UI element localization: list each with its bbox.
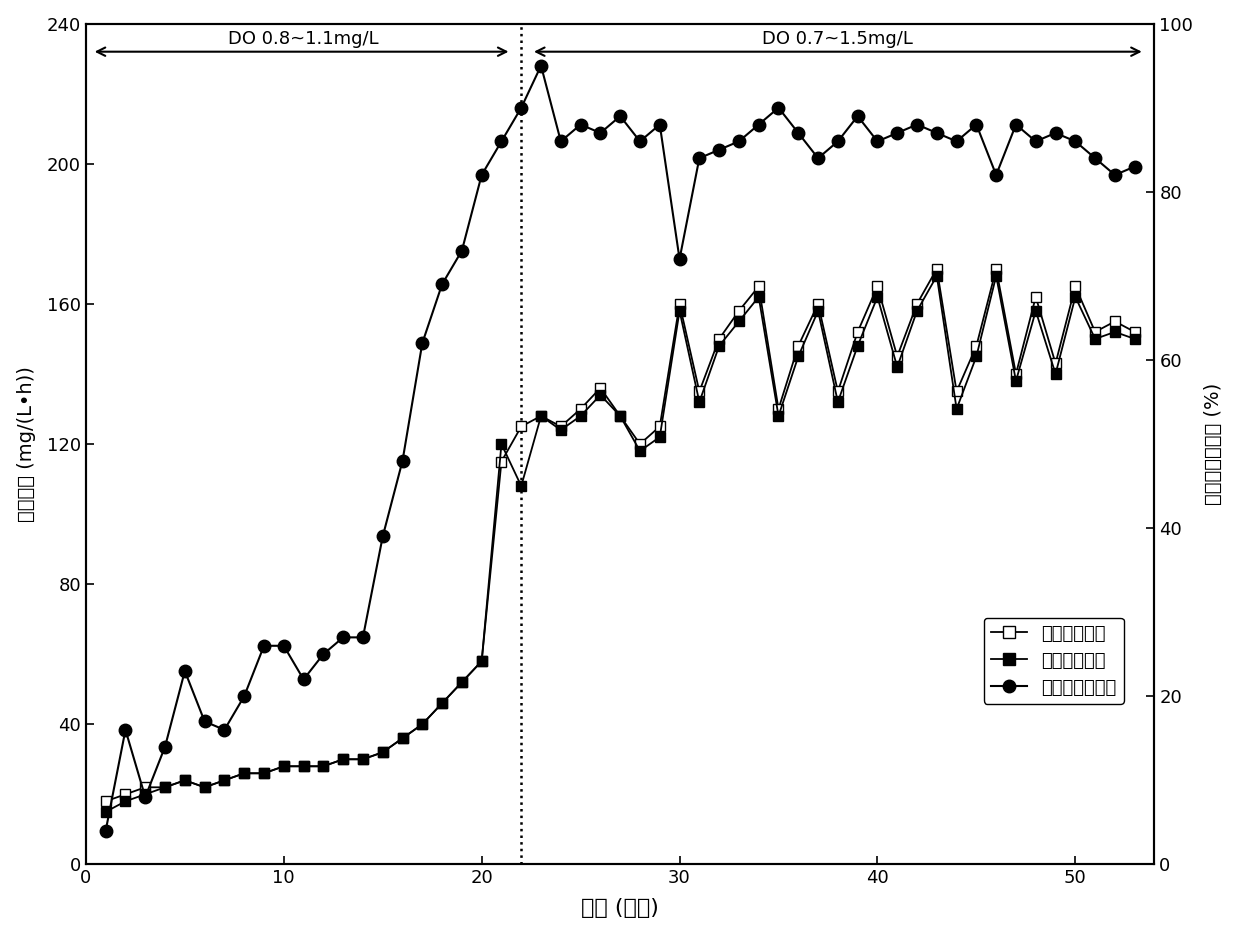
氨氮氧化速率 [890,361,905,372]
氨氮流加速率 [890,351,905,362]
氨氮氧化速率 [692,396,707,408]
氨氮氧化速率 [929,270,944,281]
亚硕酸盐积累率 [1028,136,1043,147]
亚硕酸盐积累率 [376,531,391,542]
亚硕酸盐积累率 [533,60,548,71]
亚硕酸盐积累率 [732,136,746,147]
亚硕酸盐积累率 [910,119,925,130]
Legend: 氨氮流加速率, 氨氮氧化速率, 亚硕酸盐积累率: 氨氮流加速率, 氨氮氧化速率, 亚硕酸盐积累率 [983,617,1125,704]
氨氮流加速率 [376,747,391,758]
氨氮氧化速率 [1127,333,1142,344]
氨氮流加速率 [692,386,707,397]
氨氮流加速率 [98,796,113,807]
氨氮氧化速率 [712,340,727,352]
Text: DO 0.8~1.1mg/L: DO 0.8~1.1mg/L [228,30,379,49]
亚硕酸盐积累率 [771,102,786,113]
亚硕酸盐积累率 [98,825,113,836]
Text: DO 0.7~1.5mg/L: DO 0.7~1.5mg/L [763,30,914,49]
氨氮氧化速率 [376,747,391,758]
氨氮氧化速率 [1028,306,1043,317]
Y-axis label: 亚硕酸盐积累率 (%): 亚硕酸盐积累率 (%) [1204,383,1224,505]
氨氮流加速率 [751,280,766,292]
Line: 氨氮流加速率: 氨氮流加速率 [100,264,1140,806]
氨氮流加速率 [1028,292,1043,303]
Line: 亚硕酸盐积累率: 亚硕酸盐积累率 [99,60,1141,837]
Y-axis label: 氨氮速率 (mg/(L•h)): 氨氮速率 (mg/(L•h)) [16,367,36,522]
X-axis label: 时间 (周期): 时间 (周期) [582,899,660,918]
氨氮氧化速率 [98,806,113,817]
亚硕酸盐积累率 [1127,161,1142,172]
氨氮流加速率 [929,264,944,275]
氨氮流加速率 [1127,326,1142,338]
氨氮流加速率 [712,333,727,344]
Line: 氨氮氧化速率: 氨氮氧化速率 [100,271,1140,816]
氨氮氧化速率 [751,292,766,303]
亚硕酸盐积累率 [712,144,727,155]
